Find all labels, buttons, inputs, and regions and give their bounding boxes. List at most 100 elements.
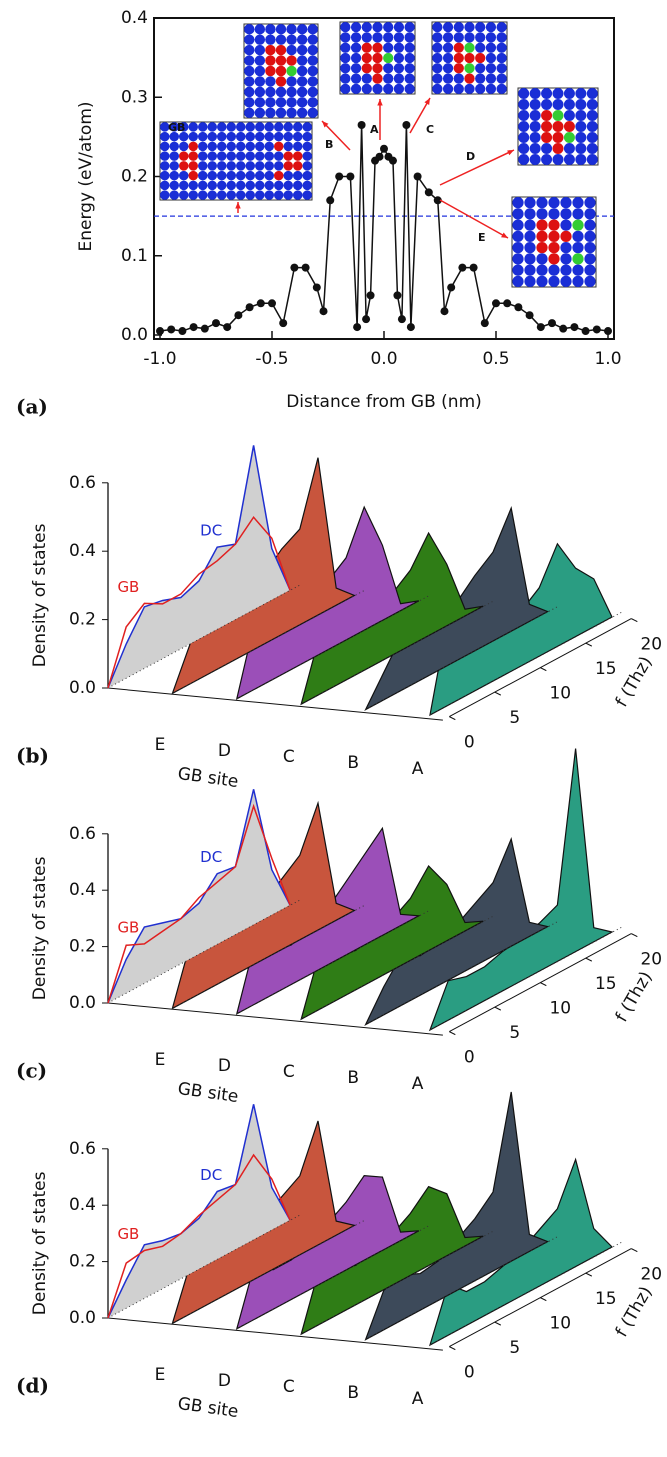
atom [552, 154, 564, 165]
y-tick-label: 0.4 [69, 880, 96, 900]
atom [464, 63, 475, 74]
category-label: A [412, 759, 424, 779]
atom [361, 73, 372, 84]
atom [296, 107, 308, 118]
atom [160, 122, 170, 132]
atom [254, 34, 266, 45]
data-point [178, 327, 187, 336]
atom [518, 154, 530, 165]
atom [372, 83, 383, 94]
atom [264, 190, 274, 200]
atom [244, 76, 255, 87]
atom [188, 161, 198, 171]
category-label: B [347, 1383, 359, 1403]
data-point [393, 291, 402, 300]
atom [464, 22, 475, 33]
series-name: GB [117, 918, 139, 936]
atom [475, 63, 486, 74]
atom [275, 76, 287, 87]
y-tick-label: 0.2 [69, 937, 96, 957]
f-tick [631, 1248, 638, 1253]
atom [160, 151, 170, 161]
slice-line [107, 1153, 291, 1319]
atom [188, 180, 198, 191]
atom [361, 63, 372, 74]
atom [361, 32, 372, 43]
atom [244, 44, 255, 56]
atom [496, 83, 507, 94]
data-point [413, 172, 422, 181]
atom [265, 107, 276, 118]
atom [244, 107, 255, 118]
atom [217, 122, 227, 132]
atom [264, 170, 274, 181]
slice-line [107, 1104, 291, 1319]
atom [548, 264, 560, 276]
f-tick [631, 618, 638, 623]
f-axis-label: f (Thz) [612, 653, 657, 710]
atom [372, 52, 383, 64]
atom [453, 73, 464, 84]
atom [307, 76, 318, 87]
atom [179, 180, 189, 191]
atom [275, 34, 287, 45]
atom [296, 65, 308, 77]
atom [548, 242, 560, 254]
atom [572, 219, 584, 231]
slice-baseline [429, 1241, 623, 1346]
f-tick [494, 691, 502, 696]
atom [179, 170, 189, 181]
f-tick [631, 933, 638, 938]
atom [226, 141, 236, 152]
f-tick [494, 1321, 502, 1326]
atom [529, 110, 541, 121]
atom [198, 151, 208, 161]
series-name: DC [200, 848, 222, 866]
arrow-head [501, 232, 508, 238]
atom [264, 131, 274, 142]
data-point [536, 323, 545, 332]
data-point [256, 299, 265, 308]
data-point [366, 291, 375, 300]
category-label: C [283, 1062, 295, 1082]
atom [245, 180, 255, 191]
atom [563, 121, 575, 132]
atom [584, 253, 596, 265]
atom [548, 253, 560, 265]
atom [584, 219, 596, 231]
category-label: D [218, 1056, 231, 1076]
atom [274, 190, 284, 200]
atom [207, 180, 217, 191]
atom [536, 197, 548, 209]
atom [393, 52, 405, 64]
atom [169, 122, 179, 132]
atom [226, 161, 236, 171]
atom [255, 141, 265, 152]
atom [265, 44, 276, 56]
arrow [439, 149, 515, 186]
slice-baseline [300, 915, 494, 1020]
atom [283, 141, 293, 152]
atom [275, 65, 287, 77]
slice-baseline [365, 606, 558, 711]
atom [572, 197, 584, 209]
data-point [559, 324, 568, 333]
data-point [346, 172, 355, 181]
atom [226, 122, 236, 132]
atom [245, 170, 255, 181]
f-tick-label: 0 [464, 1363, 475, 1383]
f-tick-label: 10 [549, 1314, 571, 1334]
atom [350, 22, 362, 33]
atom [283, 180, 293, 191]
data-point [234, 311, 243, 320]
atom [245, 190, 255, 200]
atom [296, 86, 308, 98]
data-point [279, 319, 288, 328]
atom [518, 99, 530, 110]
atom [160, 180, 170, 191]
atom [340, 52, 351, 64]
atom [496, 42, 507, 53]
atom [524, 253, 536, 265]
inset-label: C [426, 123, 434, 136]
